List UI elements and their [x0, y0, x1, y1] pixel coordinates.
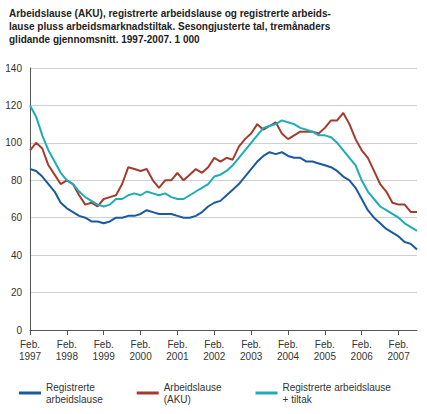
svg-text:120: 120 [5, 100, 22, 111]
svg-text:2004: 2004 [277, 351, 300, 362]
svg-text:Feb.: Feb. [278, 339, 298, 350]
svg-text:40: 40 [11, 250, 23, 261]
svg-text:Feb.: Feb. [389, 339, 409, 350]
svg-text:140: 140 [5, 63, 22, 74]
svg-text:2000: 2000 [129, 351, 152, 362]
svg-text:2005: 2005 [314, 351, 337, 362]
svg-text:Feb.: Feb. [131, 339, 151, 350]
svg-text:100: 100 [5, 137, 22, 148]
svg-text:2001: 2001 [166, 351, 189, 362]
svg-text:0: 0 [16, 325, 22, 336]
svg-text:80: 80 [11, 175, 23, 186]
svg-text:(AKU): (AKU) [164, 394, 191, 405]
svg-text:arbeidslause: arbeidslause [46, 394, 103, 405]
svg-text:2003: 2003 [240, 351, 263, 362]
svg-text:Feb.: Feb. [167, 339, 187, 350]
svg-text:2007: 2007 [387, 351, 410, 362]
svg-text:Feb.: Feb. [204, 339, 224, 350]
svg-text:Registrerte arbeidslause: Registrerte arbeidslause [283, 382, 392, 393]
svg-text:lause pluss arbeidsmarknadstil: lause pluss arbeidsmarknadstiltak. Seson… [9, 21, 331, 32]
svg-text:1997: 1997 [19, 351, 42, 362]
svg-text:20: 20 [11, 287, 23, 298]
svg-text:Feb.: Feb. [57, 339, 77, 350]
svg-text:Arbeidslause (AKU), registrert: Arbeidslause (AKU), registrerte arbeidsl… [9, 8, 331, 19]
svg-text:2006: 2006 [351, 351, 374, 362]
svg-text:Feb.: Feb. [241, 339, 261, 350]
svg-text:+ tiltak: + tiltak [283, 394, 313, 405]
svg-text:Feb.: Feb. [94, 339, 114, 350]
svg-text:1999: 1999 [93, 351, 116, 362]
svg-text:Feb.: Feb. [315, 339, 335, 350]
svg-text:2002: 2002 [203, 351, 226, 362]
svg-text:Feb.: Feb. [20, 339, 40, 350]
svg-text:Feb.: Feb. [352, 339, 372, 350]
svg-text:Registrerte: Registrerte [46, 382, 95, 393]
svg-text:glidande gjennomsnitt. 1997-20: glidande gjennomsnitt. 1997-2007. 1 000 [9, 34, 200, 45]
svg-text:1998: 1998 [56, 351, 79, 362]
svg-text:Arbeidslause: Arbeidslause [164, 382, 222, 393]
svg-text:60: 60 [11, 212, 23, 223]
